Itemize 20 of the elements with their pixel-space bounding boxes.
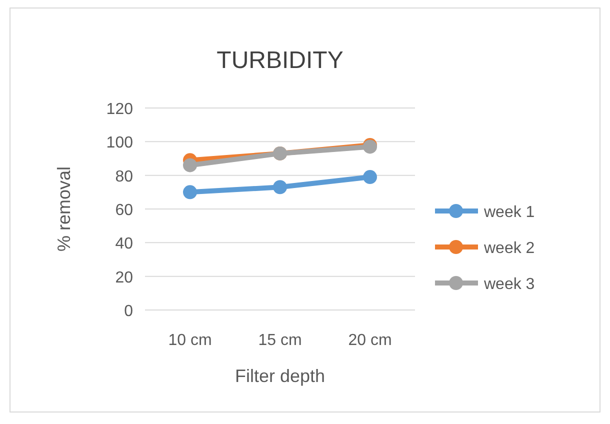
chart-title: TURBIDITY bbox=[216, 47, 344, 74]
point bbox=[363, 170, 377, 184]
x-tick-label: 10 cm bbox=[168, 332, 212, 349]
y-tick-label: 20 bbox=[115, 269, 134, 286]
x-axis-title: Filter depth bbox=[234, 366, 326, 386]
y-tick-label: 0 bbox=[124, 303, 134, 320]
y-tick-label: 100 bbox=[106, 134, 134, 152]
y-tick-label: 80 bbox=[115, 168, 134, 186]
x-tick-label: 15 cm bbox=[258, 332, 302, 349]
y-tick-label: 60 bbox=[115, 202, 134, 219]
legend-label: week 3 bbox=[483, 276, 535, 293]
legend-label: week 2 bbox=[483, 240, 535, 257]
y-axis-title: % removal bbox=[54, 166, 74, 252]
y-tick-label: 120 bbox=[106, 101, 134, 118]
point bbox=[183, 185, 197, 200]
point bbox=[183, 158, 197, 172]
point bbox=[273, 180, 287, 194]
legend-label: week 1 bbox=[483, 204, 535, 221]
y-tick-label: 40 bbox=[115, 236, 134, 253]
x-tick-label: 20 cm bbox=[348, 332, 392, 349]
